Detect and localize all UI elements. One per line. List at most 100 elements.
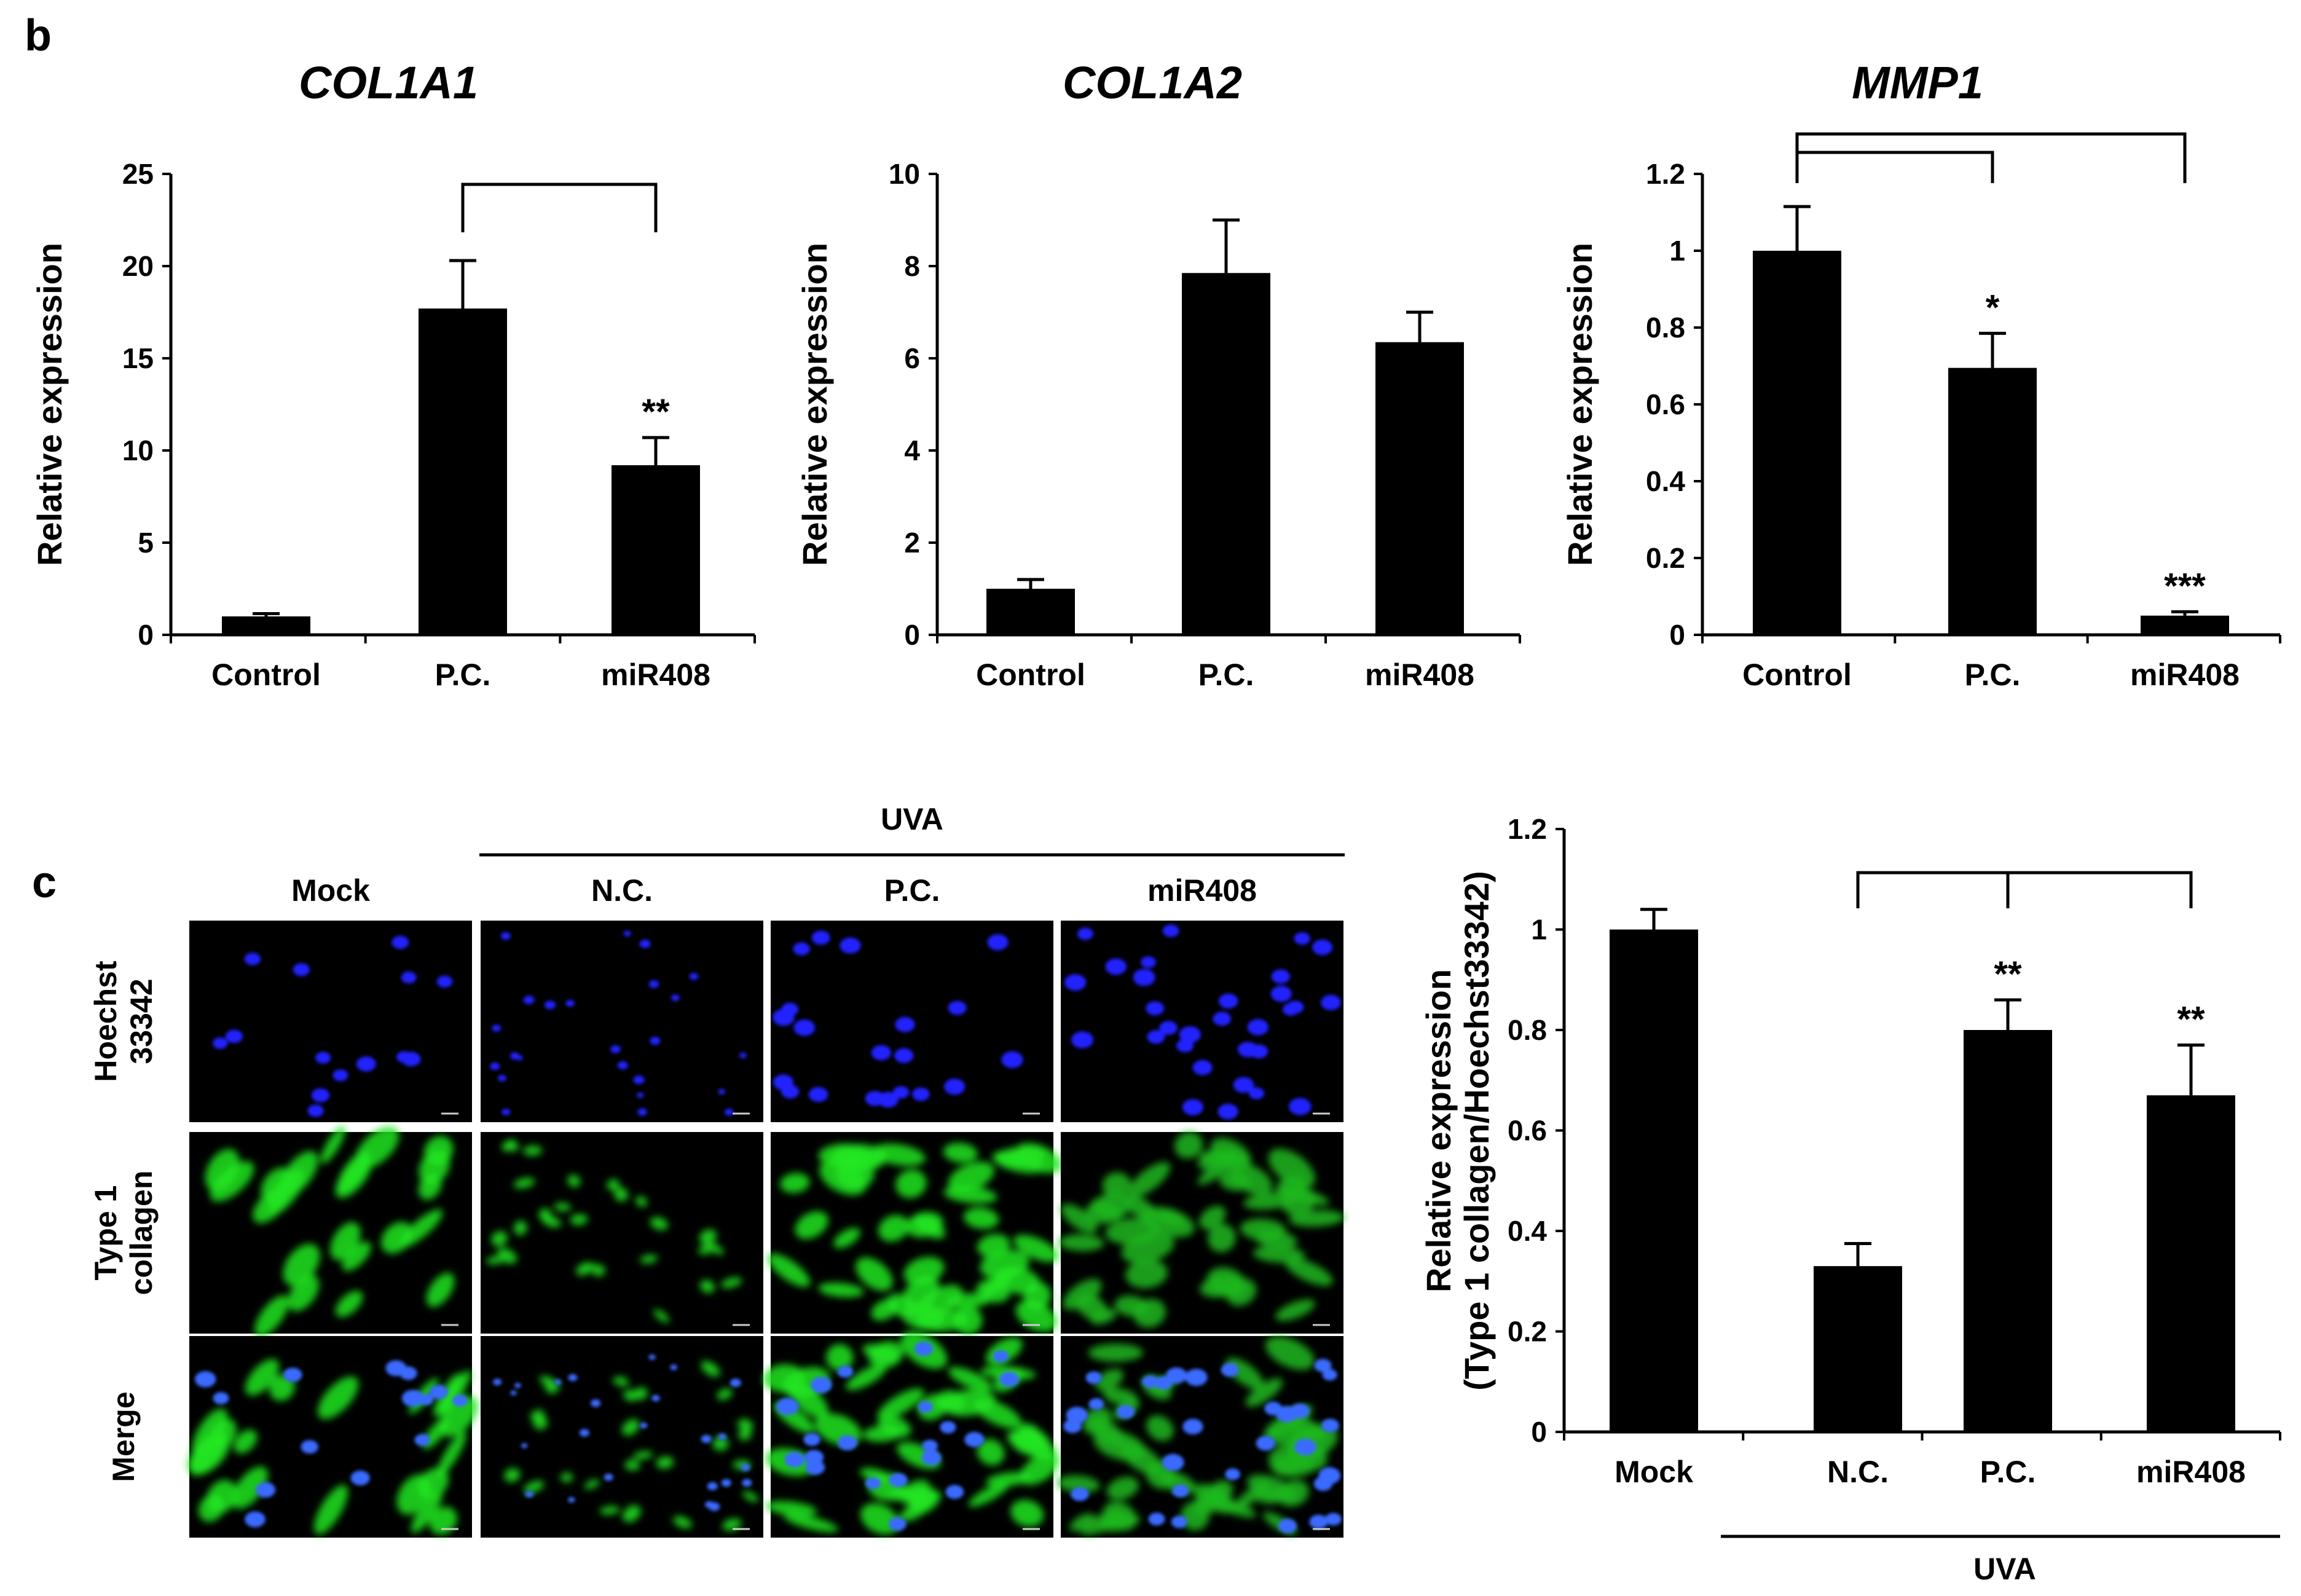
nucleus [1225,1468,1241,1480]
collagen-cell [878,1415,911,1437]
nuclei-signal [1064,924,1341,1120]
nucleus [811,930,830,945]
collagen-cell [1057,1475,1100,1493]
nucleus [945,1485,964,1499]
nucleus [194,1371,216,1388]
nucleus [1213,1012,1231,1026]
nucleus [1147,1030,1165,1044]
collagen-cell [502,1141,519,1152]
row-label: 33342 [124,978,159,1064]
comparison-bracket [461,183,658,232]
nucleus [565,999,575,1007]
nucleus [741,1463,750,1471]
collagen-cell [795,1211,828,1240]
nucleus [1233,1077,1254,1093]
collagen-cell [1125,1259,1168,1289]
x-category-label: Control [211,658,321,692]
nucleus [604,1473,613,1481]
micrograph-tile [187,1336,478,1538]
collagen-cell [491,1231,508,1247]
collagen-cell [210,1161,254,1202]
collagen-cell [640,1254,658,1264]
collagen-signal [768,1142,1062,1335]
nucleus [709,1502,720,1511]
collagen-cell [206,1480,238,1513]
collagen-cell [768,1253,811,1287]
collagen-cell [1015,1142,1062,1173]
y-tick-label: 0.6 [1646,388,1685,420]
nucleus [993,1350,1009,1362]
nucleus [707,1482,718,1490]
collagen-cell [504,1468,521,1482]
collagen-cell [418,1173,442,1200]
comparison-bracket [1795,151,1994,183]
collagen-cell [554,1203,571,1211]
nucleus [633,1075,645,1085]
collagen-cell [818,1143,870,1167]
nucleus [1321,1418,1339,1433]
micrograph-tile [763,1331,1060,1538]
x-category-label: P.C. [1198,658,1254,692]
nucleus [350,1470,370,1485]
collagen-cell [1058,1234,1104,1251]
collagen-cell [1219,1171,1251,1191]
y-tick-label: 0.6 [1508,1115,1547,1147]
collagen-cell [429,1506,457,1535]
collagen-cell [317,1376,359,1420]
nucleus [893,1086,910,1099]
nucleus [396,1051,412,1063]
collagen-cell [614,1187,629,1201]
collagen-cell [1174,1131,1203,1159]
nucleus [213,1037,228,1049]
nucleus [1278,1519,1297,1533]
nucleus [1085,1371,1102,1384]
bar [1610,929,1698,1432]
nucleus [1142,1375,1158,1388]
collagen-cell [234,1429,258,1453]
collagen-cell [424,1136,454,1166]
chart-col1a1: COL1A1 Relative expression 0 5 10 15 20 25 Contr… [30,57,756,692]
row-label: collagen [124,1171,159,1295]
nucleus [1162,1453,1184,1471]
collagen-cell [1240,1219,1286,1241]
collagen-cell [1095,1369,1123,1391]
column-label: miR408 [1147,873,1257,908]
collagen-cell [712,1436,729,1451]
nucleus [940,1421,956,1434]
y-tick-label: 0.4 [1508,1215,1547,1247]
column-label: Mock [291,873,370,908]
collagen-cell [1121,1232,1174,1264]
collagen-cell [497,1248,517,1264]
nucleus [401,972,417,984]
collagen-cell [742,1491,759,1503]
collagen-cell [624,1460,640,1471]
row-label: Merge [106,1391,141,1482]
micrograph-tile [481,1336,763,1538]
nucleus [987,934,1009,951]
nucleus [391,935,409,949]
y-tick-label: 0 [1669,619,1685,651]
collagen-cell [396,1474,431,1515]
collagen-cell [592,1264,605,1277]
nucleus [293,963,310,977]
nucleus [999,1371,1019,1387]
nucleus [865,1477,881,1490]
collagen-cell [623,1390,638,1402]
collagen-cell [337,1150,371,1193]
chart-title: COL1A1 [299,57,478,108]
nucleus [514,1383,521,1388]
nuclei-signal [776,1341,1019,1531]
y-axis-label: Relative expression [1560,243,1599,566]
collagen-cell [1098,1514,1140,1532]
y-tick-label: 0 [138,619,154,651]
collagen-cell [895,1169,927,1198]
y-tick-label: 5 [138,527,154,559]
nucleus [502,1108,511,1115]
collagen-cell [856,1257,893,1291]
collagen-cell [538,1208,551,1221]
collagen-cell [673,1515,692,1528]
nucleus [650,1036,661,1045]
nucleus [1155,1376,1173,1390]
row-label: Hoechst [88,961,123,1082]
bar [2147,1095,2235,1432]
